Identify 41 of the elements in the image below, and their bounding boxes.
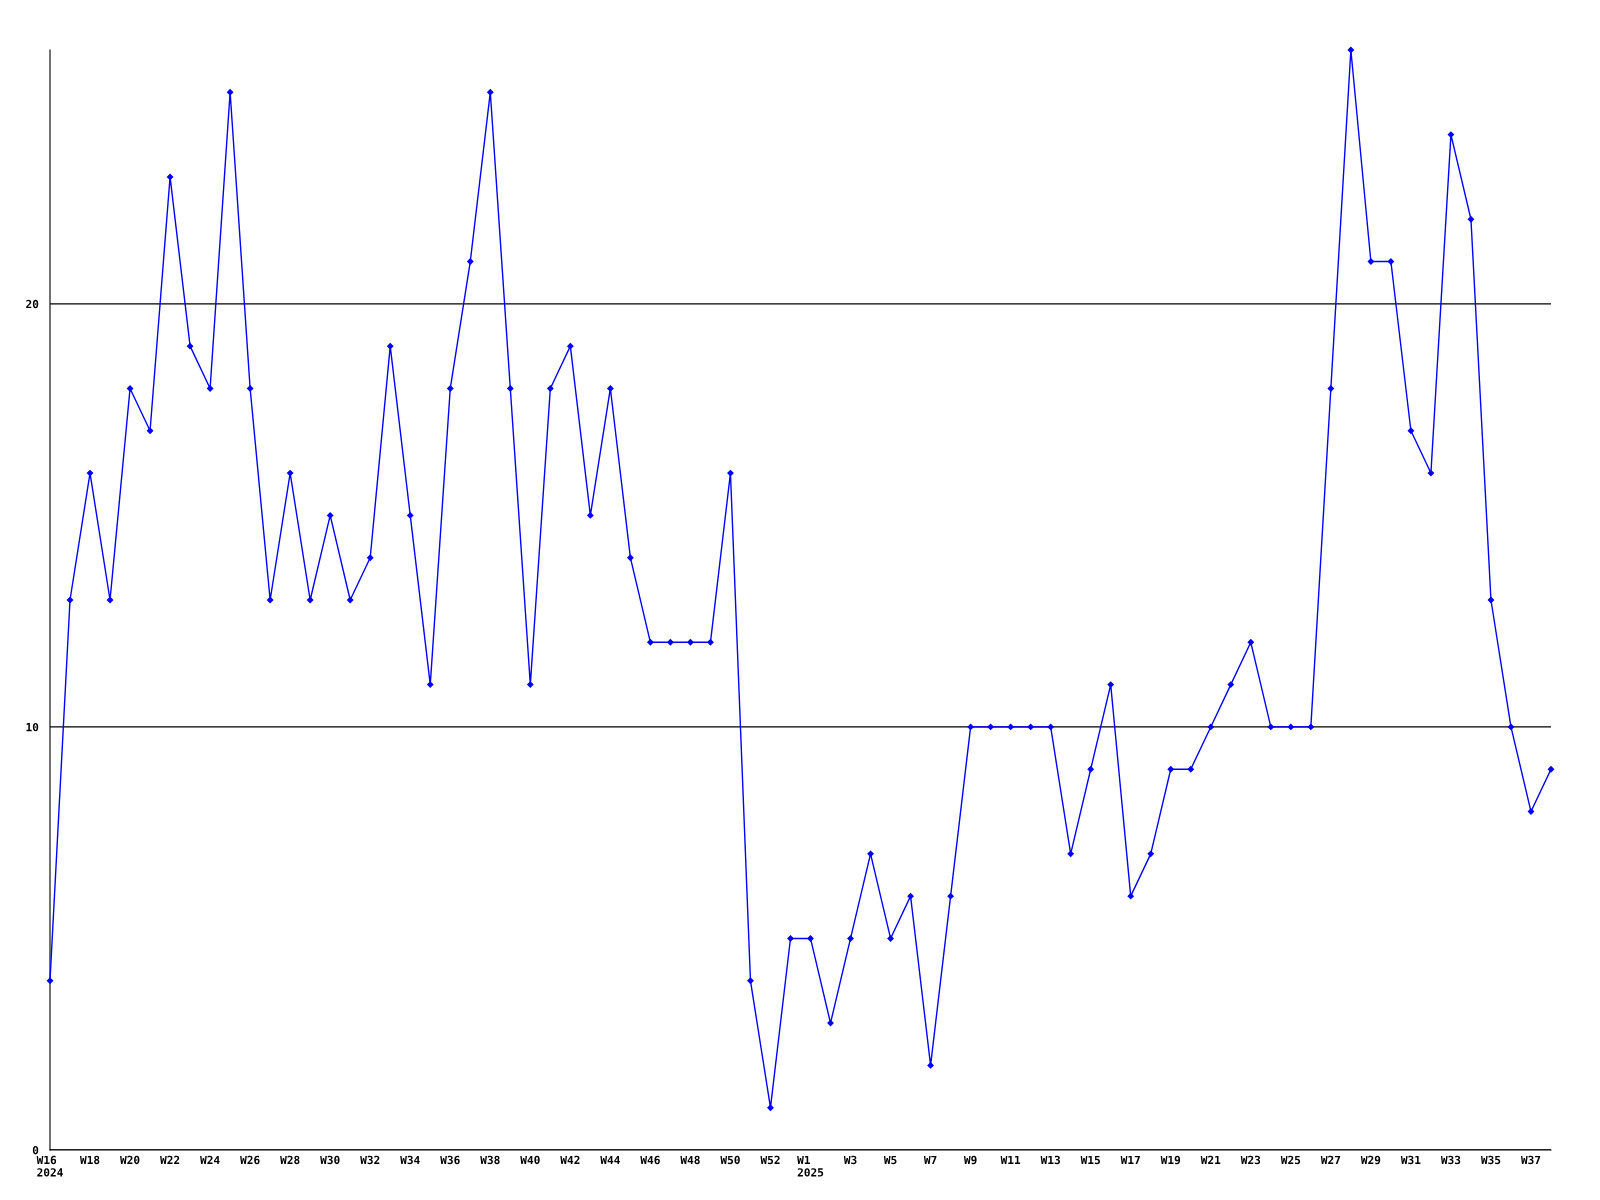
x-tick-label: W21 [1200, 1155, 1221, 1164]
x-tick-label: W42 [560, 1155, 580, 1164]
x-tick-label: W24 [200, 1155, 220, 1164]
x-tick-label: W38 [480, 1155, 500, 1165]
x-tick-label: W19 [1160, 1155, 1181, 1165]
x-tick-label: W48 [680, 1155, 700, 1165]
x-tick-label: W23 [1240, 1155, 1261, 1165]
x-tick-label: W18 [79, 1155, 100, 1165]
x-tick-label: W30 [320, 1155, 340, 1165]
x-tick-label: W20 [120, 1155, 140, 1165]
x-tick-label: W35 [1480, 1155, 1501, 1165]
y-tick-label: 0 [32, 1145, 39, 1155]
x-tick-label: W7 [923, 1155, 937, 1164]
y-tick-label: 20 [26, 299, 39, 309]
x-tick-label: W46 [640, 1155, 660, 1165]
x-tick-label: W32 [360, 1155, 380, 1165]
x-tick-label: W13 [1040, 1155, 1060, 1165]
x-tick-label: W9 [963, 1155, 977, 1165]
x-tick-label: W36 [440, 1155, 460, 1165]
x-tick-label: W15 [1080, 1155, 1100, 1165]
x-tick-label: W52 [760, 1155, 780, 1165]
x-tick-label: W27 [1320, 1155, 1341, 1164]
x-tick-label: W1 2025 [797, 1155, 824, 1177]
x-tick-label: W29 [1360, 1155, 1381, 1165]
x-tick-label: W34 [400, 1155, 420, 1165]
x-tick-label: W3 [843, 1155, 857, 1165]
x-tick-label: W22 [160, 1155, 180, 1164]
y-tick-label: 10 [26, 722, 39, 732]
x-tick-label: W37 [1520, 1155, 1541, 1165]
x-tick-label: W16 2024 [36, 1155, 63, 1177]
x-tick-label: W44 [600, 1155, 620, 1164]
x-tick-label: W5 [883, 1155, 897, 1165]
x-tick-label: W26 [240, 1155, 260, 1165]
x-tick-label: W40 [520, 1155, 540, 1165]
x-tick-label: W11 [1000, 1155, 1021, 1164]
x-tick-label: W17 [1120, 1155, 1140, 1164]
x-tick-label: W50 [720, 1155, 740, 1165]
x-tick-label: W31 [1400, 1155, 1421, 1165]
x-tick-label: W28 [280, 1155, 300, 1165]
x-tick-label: W25 [1280, 1155, 1301, 1165]
x-tick-label: W33 [1440, 1155, 1461, 1165]
